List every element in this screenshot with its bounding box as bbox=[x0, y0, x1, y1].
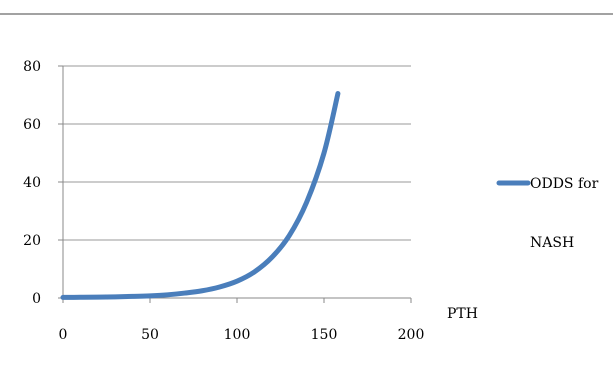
y-tick-label: 20 bbox=[23, 233, 41, 249]
x-axis-label: PTH bbox=[447, 306, 478, 322]
series-layer bbox=[60, 91, 341, 300]
legend: ODDS for NASH bbox=[496, 176, 599, 251]
legend-label-line-2: NASH bbox=[530, 235, 574, 251]
x-tick-label: 150 bbox=[311, 327, 338, 343]
series-line-odds-for-nash bbox=[60, 91, 341, 300]
x-tick-label: 200 bbox=[398, 327, 425, 343]
y-tick-label: 60 bbox=[23, 117, 41, 133]
grid-layer bbox=[63, 65, 411, 299]
y-tick-label: 40 bbox=[23, 175, 41, 191]
y-tick-label: 0 bbox=[32, 291, 41, 307]
x-tick-label: 50 bbox=[141, 327, 159, 343]
x-tick-label: 0 bbox=[59, 327, 68, 343]
axis-layer: 0 20 40 60 80 0 50 100 150 200 bbox=[23, 59, 424, 343]
x-tick-label: 100 bbox=[224, 327, 251, 343]
legend-label-line-1: ODDS for bbox=[530, 176, 599, 192]
y-tick-label: 80 bbox=[23, 59, 41, 75]
